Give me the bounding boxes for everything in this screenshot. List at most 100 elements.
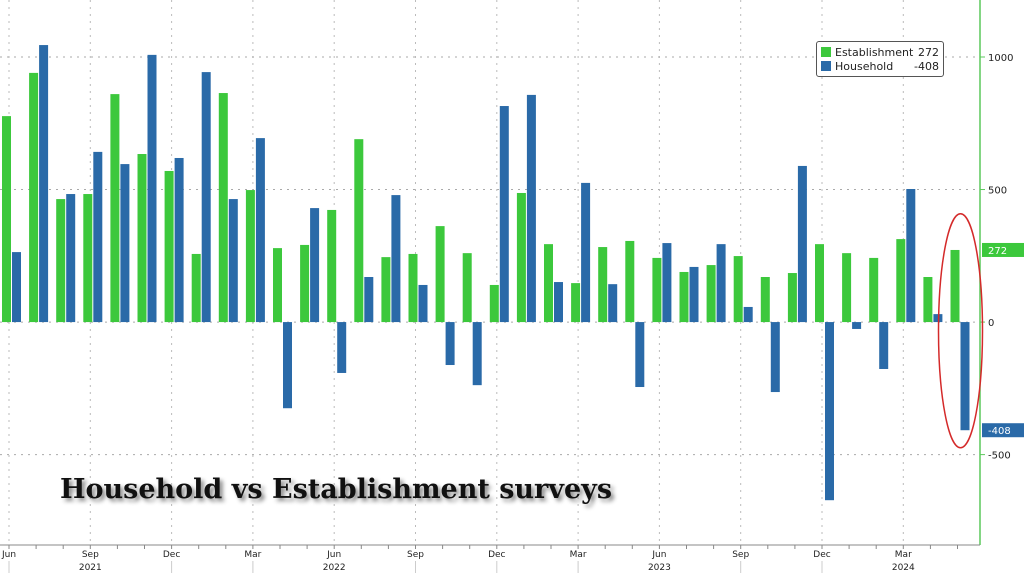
bar-household-6: [174, 157, 184, 323]
bar-establishment-13: [354, 139, 364, 323]
bar-establishment-3: [83, 194, 93, 323]
bar-household-23: [635, 322, 645, 388]
bar-establishment-31: [842, 253, 852, 323]
bar-household-16: [445, 322, 455, 366]
y-tick-label: 500: [988, 186, 1007, 197]
bar-household-9: [255, 138, 265, 323]
x-year-label: 2023: [648, 563, 671, 573]
chart-title: Household vs Establishment surveys: [60, 474, 613, 505]
x-tick-label: Sep: [732, 550, 749, 560]
bar-establishment-29: [787, 273, 797, 323]
legend-item-household: Household -408: [821, 59, 939, 73]
bar-household-29: [797, 165, 807, 323]
legend-item-establishment: Establishment 272: [821, 45, 939, 59]
x-tick-label: Sep: [407, 550, 424, 560]
bar-household-19: [526, 94, 536, 323]
bar-establishment-5: [137, 154, 147, 323]
y-tick-label: -500: [988, 451, 1011, 462]
bar-establishment-26: [706, 265, 716, 323]
bar-establishment-22: [598, 247, 608, 323]
bar-establishment-15: [408, 253, 418, 323]
bar-household-22: [608, 284, 618, 323]
bar-household-21: [581, 182, 591, 323]
bar-establishment-21: [571, 283, 581, 323]
bar-establishment-2: [56, 199, 66, 323]
y-tick-label: 0: [988, 318, 994, 329]
bar-household-1: [39, 45, 49, 323]
bar-household-5: [147, 54, 157, 323]
x-year-label: 2024: [892, 563, 915, 573]
bar-establishment-10: [273, 248, 282, 323]
last-value-tag-establishment: [982, 242, 1024, 257]
annotation-ellipse: [937, 213, 984, 449]
legend: Establishment 272 Household -408: [816, 41, 944, 77]
bar-household-12: [337, 322, 347, 373]
x-tick-label: Mar: [570, 550, 587, 560]
x-tick-label: Mar: [895, 550, 912, 560]
bar-household-3: [93, 151, 103, 323]
x-tick-label: Dec: [488, 550, 505, 560]
bar-household-32: [879, 322, 889, 369]
bar-household-0: [12, 252, 21, 323]
bar-household-31: [852, 322, 862, 329]
bar-establishment-27: [733, 256, 743, 323]
bar-establishment-35: [950, 249, 960, 323]
bar-household-18: [499, 106, 509, 323]
bar-establishment-0: [2, 116, 11, 323]
bar-household-30: [825, 322, 834, 501]
x-tick-label: Dec: [813, 550, 830, 560]
bar-establishment-16: [435, 226, 445, 323]
bar-establishment-4: [110, 94, 120, 323]
bar-household-8: [228, 199, 238, 323]
x-year-label: 2022: [323, 563, 346, 573]
bar-household-10: [283, 322, 292, 409]
bar-establishment-8: [218, 93, 228, 323]
bar-establishment-7: [191, 253, 201, 323]
bar-establishment-23: [625, 240, 635, 323]
bar-household-11: [310, 208, 320, 323]
bar-establishment-34: [923, 277, 933, 323]
bar-household-26: [716, 244, 726, 323]
x-tick-label: Sep: [82, 550, 99, 560]
bar-household-35: [960, 322, 970, 431]
bar-establishment-20: [544, 244, 553, 323]
bar-establishment-32: [869, 257, 879, 323]
last-value-label: -408: [988, 426, 1011, 437]
bar-household-13: [364, 277, 374, 323]
bar-household-2: [66, 194, 76, 323]
bar-establishment-1: [29, 72, 39, 323]
bar-establishment-6: [164, 170, 174, 323]
bar-household-33: [906, 189, 916, 323]
bar-household-4: [120, 164, 130, 323]
bar-household-20: [554, 282, 563, 323]
bar-establishment-28: [760, 277, 770, 323]
bar-establishment-11: [300, 244, 310, 323]
bar-establishment-18: [489, 284, 499, 323]
y-tick-label: 1000: [988, 53, 1013, 64]
bar-establishment-30: [815, 244, 824, 323]
household-swatch: [821, 61, 831, 71]
bar-household-7: [201, 72, 211, 323]
x-year-label: 2021: [79, 563, 102, 573]
establishment-swatch: [821, 47, 831, 57]
bar-household-14: [391, 195, 401, 323]
x-tick-label: Dec: [163, 550, 180, 560]
x-tick-label: Jun: [651, 550, 666, 560]
bar-household-28: [770, 322, 780, 393]
bar-establishment-12: [327, 209, 337, 323]
bar-establishment-14: [381, 257, 391, 323]
bar-household-17: [472, 322, 482, 386]
last-value-label: 272: [988, 246, 1007, 257]
bar-household-24: [662, 243, 672, 323]
bar-household-25: [689, 266, 699, 323]
x-tick-label: Mar: [244, 550, 261, 560]
bar-establishment-19: [516, 192, 526, 323]
bar-establishment-33: [896, 239, 906, 323]
bar-household-27: [743, 306, 753, 323]
bar-household-15: [418, 284, 428, 323]
last-value-tag-household: [982, 423, 1024, 438]
x-tick-label: Jun: [1, 550, 16, 560]
bar-establishment-24: [652, 257, 662, 323]
x-tick-label: Jun: [326, 550, 341, 560]
